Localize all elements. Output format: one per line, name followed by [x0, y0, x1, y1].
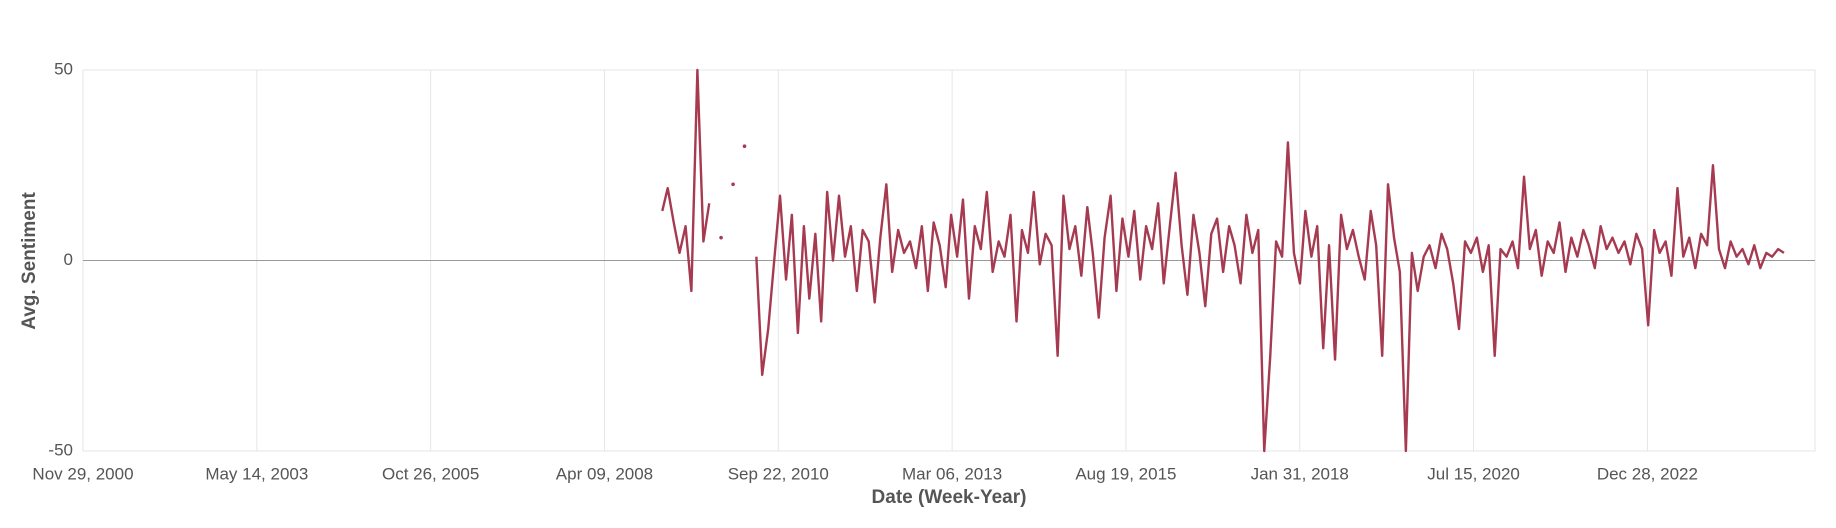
y-tick-label: 0	[64, 250, 73, 269]
y-tick-label: -50	[48, 440, 73, 459]
x-tick-label: Sep 22, 2010	[728, 464, 829, 483]
x-tick-label: May 14, 2003	[205, 464, 308, 483]
y-tick-label: 50	[54, 59, 73, 78]
point	[731, 182, 735, 187]
point	[742, 144, 747, 148]
x-tick-label: Dec 28, 2022	[1597, 464, 1698, 483]
y-axis-title: Avg. Sentiment	[19, 192, 40, 330]
x-tick-label: Aug 19, 2015	[1075, 464, 1176, 483]
x-axis-title: Date (Week-Year)	[872, 487, 1027, 508]
x-tick-label: Mar 06, 2013	[902, 464, 1002, 483]
point	[719, 235, 723, 240]
sentiment-line	[661, 68, 1785, 453]
x-tick-label: Oct 26, 2005	[382, 464, 479, 483]
x-tick-label: Jan 31, 2018	[1251, 464, 1349, 483]
x-tick-label: Jul 15, 2020	[1427, 464, 1520, 483]
x-tick-label: Apr 09, 2008	[556, 464, 653, 483]
x-tick-label: Nov 29, 2000	[32, 464, 133, 483]
